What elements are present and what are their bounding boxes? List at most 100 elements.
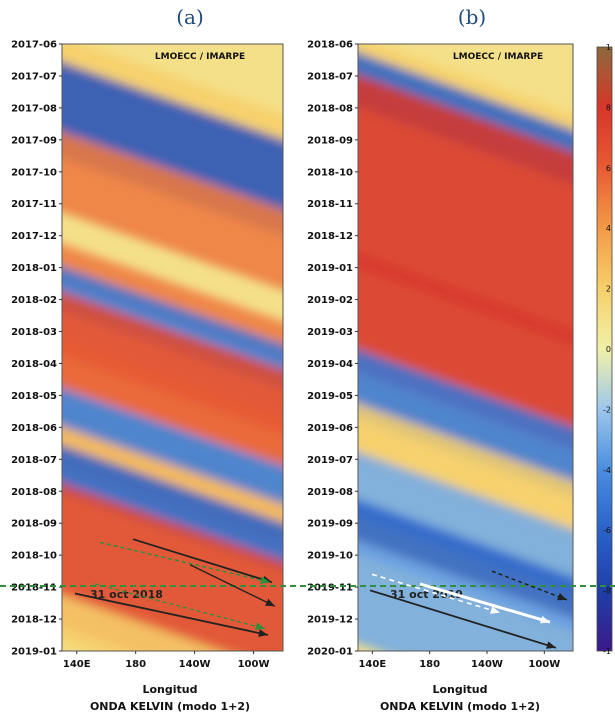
propagation-arrow — [74, 592, 269, 636]
colorbar-tick-label: 4 — [606, 224, 611, 233]
heatmap-band — [62, 132, 283, 290]
y-tick-label: 2017-09 — [11, 135, 57, 146]
y-tick-label: 2017-08 — [11, 103, 57, 114]
y-tick-label: 2019-02 — [307, 295, 353, 306]
y-tick-label: 2019-12 — [307, 615, 353, 626]
y-tick-label: 2018-12 — [11, 615, 57, 626]
colorbar-tick-label: 6 — [606, 164, 611, 173]
panel-a-heatmap: 2017-06 2017-07 2017-08 2017-09 2017-10 2017-… — [11, 40, 284, 670]
heatmap-band — [358, 253, 573, 450]
panel-a-xlabel: Longitud — [142, 683, 197, 696]
panel-a-label: (a) — [176, 5, 204, 29]
y-tick-label: 2018-06 — [307, 40, 353, 51]
y-tick-label: 2018-02 — [11, 295, 57, 306]
x-tick-label: 100W — [528, 659, 560, 670]
propagation-arrows — [0, 538, 615, 649]
heatmap-band — [62, 595, 221, 651]
colorbar-tick-label: -1 — [603, 647, 611, 656]
y-tick-label: 2018-07 — [11, 455, 57, 466]
arrow-head — [557, 592, 567, 601]
y-tick-label: 2019-07 — [307, 455, 353, 466]
heatmap-band — [358, 451, 573, 594]
y-tick-label: 2019-06 — [307, 423, 353, 434]
x-tick-label: 140W — [471, 659, 503, 670]
heatmap-band — [62, 387, 283, 507]
x-tick-label: 100W — [238, 659, 270, 670]
colorbar-tick-label: 8 — [606, 103, 611, 112]
y-tick-label: 2017-06 — [11, 40, 57, 51]
y-tick-label: 2018-08 — [307, 103, 353, 114]
colorbar-tick-label: 1 — [606, 43, 611, 52]
arrow-head — [255, 622, 265, 631]
x-tick-label: 140E — [63, 659, 91, 670]
heatmap-band — [358, 403, 573, 536]
panel-b-inset-label: LMOECC / IMARPE — [453, 52, 543, 62]
y-tick-label: 2019-11 — [307, 583, 353, 594]
propagation-arrow — [99, 541, 271, 584]
y-tick-label: 2018-05 — [11, 391, 57, 402]
y-tick-label: 2018-09 — [11, 519, 57, 530]
colorbar-tick-label: -4 — [603, 466, 611, 475]
plot-frame — [357, 43, 574, 652]
propagation-arrow — [132, 538, 273, 584]
arrow-head — [546, 641, 556, 649]
panel-b-label: (b) — [458, 5, 486, 29]
panel-a-marker-text: 31 oct 2018 — [90, 588, 163, 601]
colorbar-tick-label: -8 — [603, 587, 611, 596]
panel-a-inset-label: LMOECC / IMARPE — [155, 52, 245, 62]
colorbar-tick-label: -2 — [603, 405, 611, 414]
heatmap-band — [358, 349, 573, 498]
y-tick-label: 2018-08 — [11, 487, 57, 498]
y-tick-label: 2018-11 — [11, 583, 57, 594]
propagation-arrow — [371, 573, 501, 614]
y-tick-label: 2018-03 — [11, 327, 57, 338]
propagation-arrow — [419, 582, 551, 624]
y-tick-label: 2019-08 — [307, 487, 353, 498]
colorbar-tick-label: 2 — [606, 285, 611, 294]
panel-b-heatmap: 2018-06 2018-07 2018-08 2018-09 2018-10 2018-… — [307, 40, 574, 670]
x-tick-label: 140W — [179, 659, 211, 670]
colorbar-tick-label: -6 — [603, 526, 611, 535]
y-tick-label: 2018-10 — [11, 551, 57, 562]
heatmap-band — [358, 499, 573, 632]
heatmap-band — [62, 339, 283, 466]
y-tick-label: 2018-06 — [11, 423, 57, 434]
arrow-head — [265, 598, 275, 607]
y-tick-label: 2017-11 — [11, 199, 57, 210]
heatmap-band — [62, 483, 283, 651]
heatmap-band — [62, 445, 283, 571]
y-tick-label: 2018-10 — [307, 167, 353, 178]
arrow-head — [540, 615, 550, 624]
panel-a-subtitle: ONDA KELVIN (modo 1+2) — [90, 700, 250, 713]
y-tick-label: 2020-01 — [307, 647, 353, 658]
y-tick-label: 2017-10 — [11, 167, 57, 178]
panel-b-xlabel: Longitud — [432, 683, 487, 696]
y-tick-label: 2018-01 — [11, 263, 57, 274]
propagation-arrow — [491, 570, 568, 601]
arrow-head — [258, 629, 268, 637]
colorbar-tick-label: 0 — [606, 345, 611, 354]
colorbar: 1 8 6 4 2 0 -2 -4 -6 -8 -1 — [596, 43, 613, 656]
y-tick-label: 2019-10 — [307, 551, 353, 562]
x-tick-label: 180 — [419, 659, 440, 670]
y-tick-label: 2019-01 — [11, 647, 57, 658]
y-tick-label: 2017-07 — [11, 71, 57, 82]
y-tick-label: 2019-03 — [307, 327, 353, 338]
y-tick-label: 2019-09 — [307, 519, 353, 530]
propagation-arrow — [94, 583, 266, 630]
colorbar-scale — [596, 46, 613, 652]
arrow-head — [490, 606, 500, 614]
y-tick-label: 2017-12 — [11, 231, 57, 242]
propagation-arrow — [189, 564, 276, 607]
panel-b-subtitle: ONDA KELVIN (modo 1+2) — [380, 700, 540, 713]
x-tick-label: 180 — [125, 659, 146, 670]
y-tick-label: 2018-09 — [307, 135, 353, 146]
y-tick-label: 2018-12 — [307, 231, 353, 242]
x-tick-label: 140E — [358, 659, 386, 670]
y-tick-label: 2019-01 — [307, 263, 353, 274]
y-tick-label: 2018-04 — [11, 359, 57, 370]
y-tick-label: 2018-07 — [307, 71, 353, 82]
arrow-head — [260, 576, 270, 584]
y-tick-label: 2019-05 — [307, 391, 353, 402]
